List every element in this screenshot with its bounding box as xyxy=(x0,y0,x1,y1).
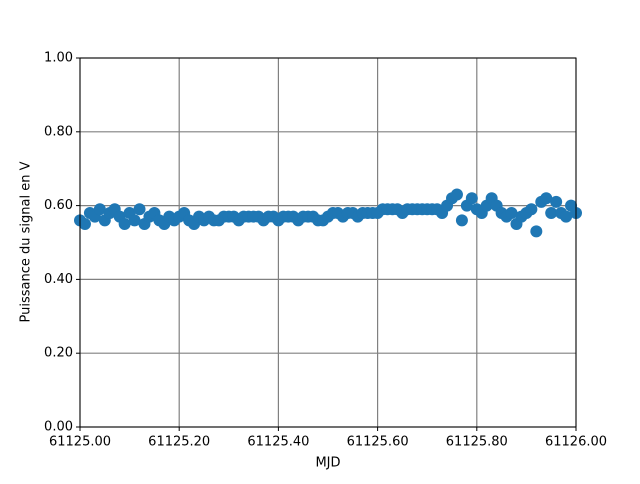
point xyxy=(450,188,463,201)
y-tick-label: 1.00 xyxy=(44,51,73,66)
points-group xyxy=(74,188,582,238)
point xyxy=(505,206,518,219)
y-axis-label: Puissance du signal en V xyxy=(19,161,34,322)
point xyxy=(560,210,573,223)
y-tick-label: 0.60 xyxy=(44,198,73,213)
y-tick-label: 0.80 xyxy=(44,124,73,139)
point xyxy=(525,203,538,216)
x-tick-label: 61125.40 xyxy=(247,435,309,450)
x-axis-label: MJD xyxy=(315,456,340,471)
point xyxy=(78,218,91,231)
point xyxy=(465,192,478,205)
y-tick-label: 0.20 xyxy=(44,346,73,361)
point xyxy=(540,192,553,205)
point xyxy=(128,214,141,227)
x-tick-label: 61125.60 xyxy=(347,435,409,450)
point xyxy=(455,214,468,227)
point xyxy=(93,203,106,216)
point xyxy=(550,195,563,208)
y-tick-label: 0.40 xyxy=(44,272,73,287)
point xyxy=(118,218,131,231)
axes-frame xyxy=(79,57,577,428)
point xyxy=(133,203,146,216)
point xyxy=(530,225,543,238)
x-tick-label: 61126.00 xyxy=(545,435,607,450)
x-tick-label: 61125.80 xyxy=(446,435,508,450)
point xyxy=(545,206,558,219)
x-tick-label: 61125.20 xyxy=(148,435,210,450)
x-tick-label: 61125.00 xyxy=(49,435,111,450)
y-tick-label: 0.00 xyxy=(44,420,73,435)
